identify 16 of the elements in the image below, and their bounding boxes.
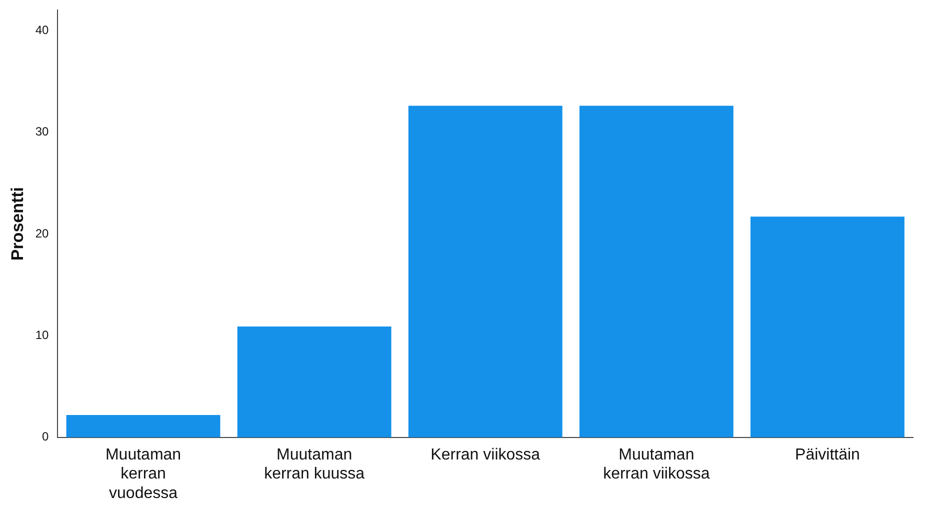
- x-tick-label: Muutaman kerran viikossa: [603, 446, 710, 483]
- bar: [408, 106, 562, 438]
- y-tick-label: 0: [42, 430, 50, 444]
- x-tick-label: Kerran viikossa: [430, 446, 540, 464]
- y-tick-label: 10: [35, 328, 50, 342]
- x-tick-label: Päivittäin: [795, 446, 860, 464]
- bar: [750, 216, 904, 438]
- y-tick-label: 30: [35, 124, 50, 139]
- x-tick-label: Muutaman kerran kuussa: [264, 446, 365, 483]
- bar: [579, 106, 734, 438]
- y-tick-label: 40: [35, 22, 50, 37]
- bar: [237, 326, 392, 438]
- x-tick-label: Muutaman kerran vuodessa: [105, 446, 182, 502]
- y-axis-title: Prosentti: [8, 186, 27, 261]
- bar: [66, 415, 220, 438]
- y-tick-label: 20: [35, 226, 50, 240]
